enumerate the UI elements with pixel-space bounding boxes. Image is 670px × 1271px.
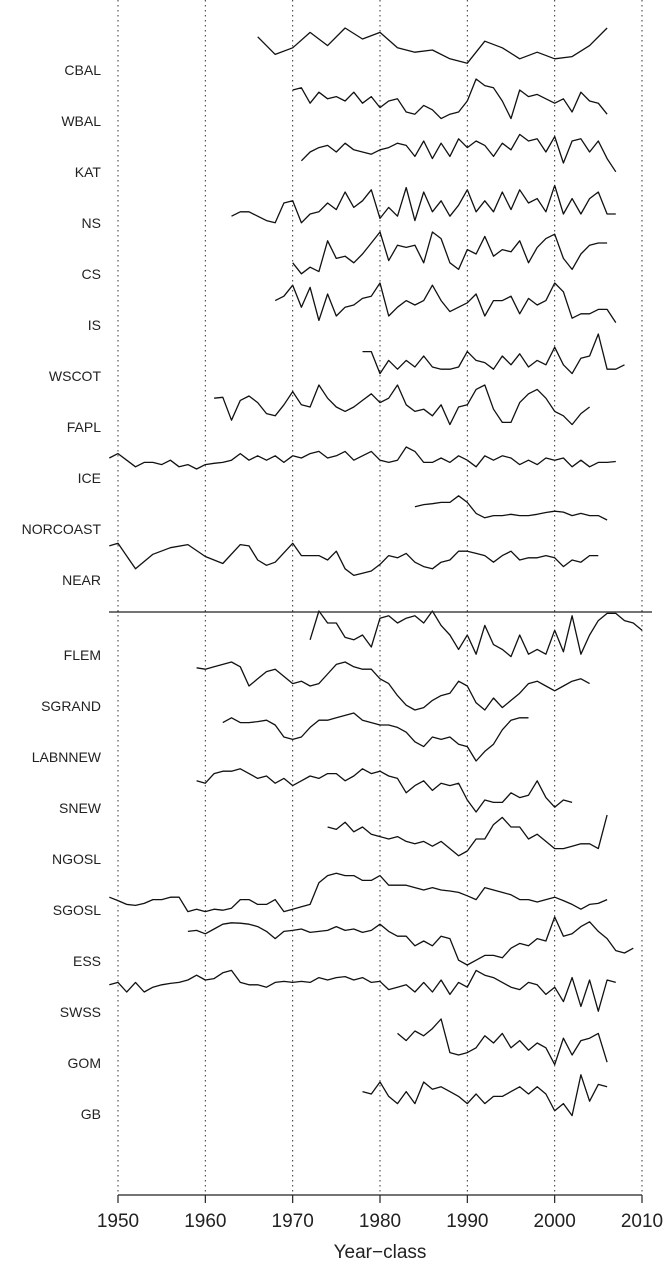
x-axis: 1950 1960 1970 1980 1990 2000 2010	[97, 1194, 663, 1232]
series-line-swss	[109, 969, 616, 1012]
series-line-cbal	[257, 27, 608, 64]
stock-label-sgosl: SGOSL	[53, 902, 101, 918]
x-tick-label-1950: 1950	[97, 1211, 139, 1232]
stock-label-gb: GB	[81, 1106, 101, 1122]
stock-label-sgrand: SGRAND	[41, 698, 101, 714]
stock-label-flem: FLEM	[64, 647, 101, 663]
series-line-gom	[397, 1018, 608, 1066]
stock-label-is: IS	[88, 317, 101, 333]
series-line-wscot	[362, 333, 625, 375]
series-line-ess	[187, 916, 634, 966]
series-line-ice	[109, 446, 616, 470]
series-line-fapl	[214, 384, 590, 426]
x-tick-label-1990: 1990	[446, 1211, 488, 1232]
x-tick-label-1980: 1980	[359, 1211, 401, 1232]
series-line-flem	[309, 610, 643, 658]
stock-label-fapl: FAPL	[67, 419, 101, 435]
stock-label-wbal: WBAL	[61, 113, 101, 129]
stock-label-ns: NS	[82, 215, 101, 231]
series-line-norcoast	[414, 495, 608, 521]
stock-label-ngosl: NGOSL	[52, 851, 101, 867]
series-line-kat	[300, 133, 617, 173]
stock-label-ess: ESS	[73, 953, 101, 969]
series-line-ns	[231, 184, 616, 224]
x-tick-label-1970: 1970	[272, 1211, 314, 1232]
x-tick-label-2010: 2010	[621, 1211, 663, 1232]
stock-label-cs: CS	[82, 266, 101, 282]
stock-labels: CBAL WBAL KAT NS CS IS WSCOT FAPL ICE NORCOAST NEA…	[22, 62, 102, 1122]
stock-label-snew: SNEW	[59, 800, 102, 816]
series-line-ngosl	[327, 814, 608, 857]
series-line-near	[109, 542, 599, 577]
series-line-sgrand	[196, 661, 590, 711]
stock-label-wscot: WSCOT	[49, 368, 102, 384]
series-line-is	[274, 282, 617, 323]
series-line-wbal	[292, 78, 608, 120]
stock-label-gom: GOM	[68, 1055, 101, 1071]
series-line-sgosl	[109, 872, 608, 913]
series-lines	[109, 27, 643, 1117]
stock-label-norcoast: NORCOAST	[22, 521, 102, 537]
stock-label-ice: ICE	[78, 470, 101, 486]
x-tick-label-1960: 1960	[184, 1211, 226, 1232]
series-line-labnnew	[222, 712, 529, 762]
stock-label-labnnew: LABNNEW	[32, 749, 102, 765]
series-line-snew	[196, 768, 573, 813]
stock-label-cbal: CBAL	[64, 62, 101, 78]
stock-label-kat: KAT	[75, 164, 102, 180]
series-line-gb	[362, 1074, 608, 1117]
series-line-cs	[292, 231, 608, 275]
stock-label-swss: SWSS	[60, 1004, 101, 1020]
stock-label-near: NEAR	[62, 572, 101, 588]
x-axis-title: Year−class	[334, 1242, 427, 1263]
x-tick-label-2000: 2000	[534, 1211, 576, 1232]
grid-lines	[117, 0, 643, 1195]
